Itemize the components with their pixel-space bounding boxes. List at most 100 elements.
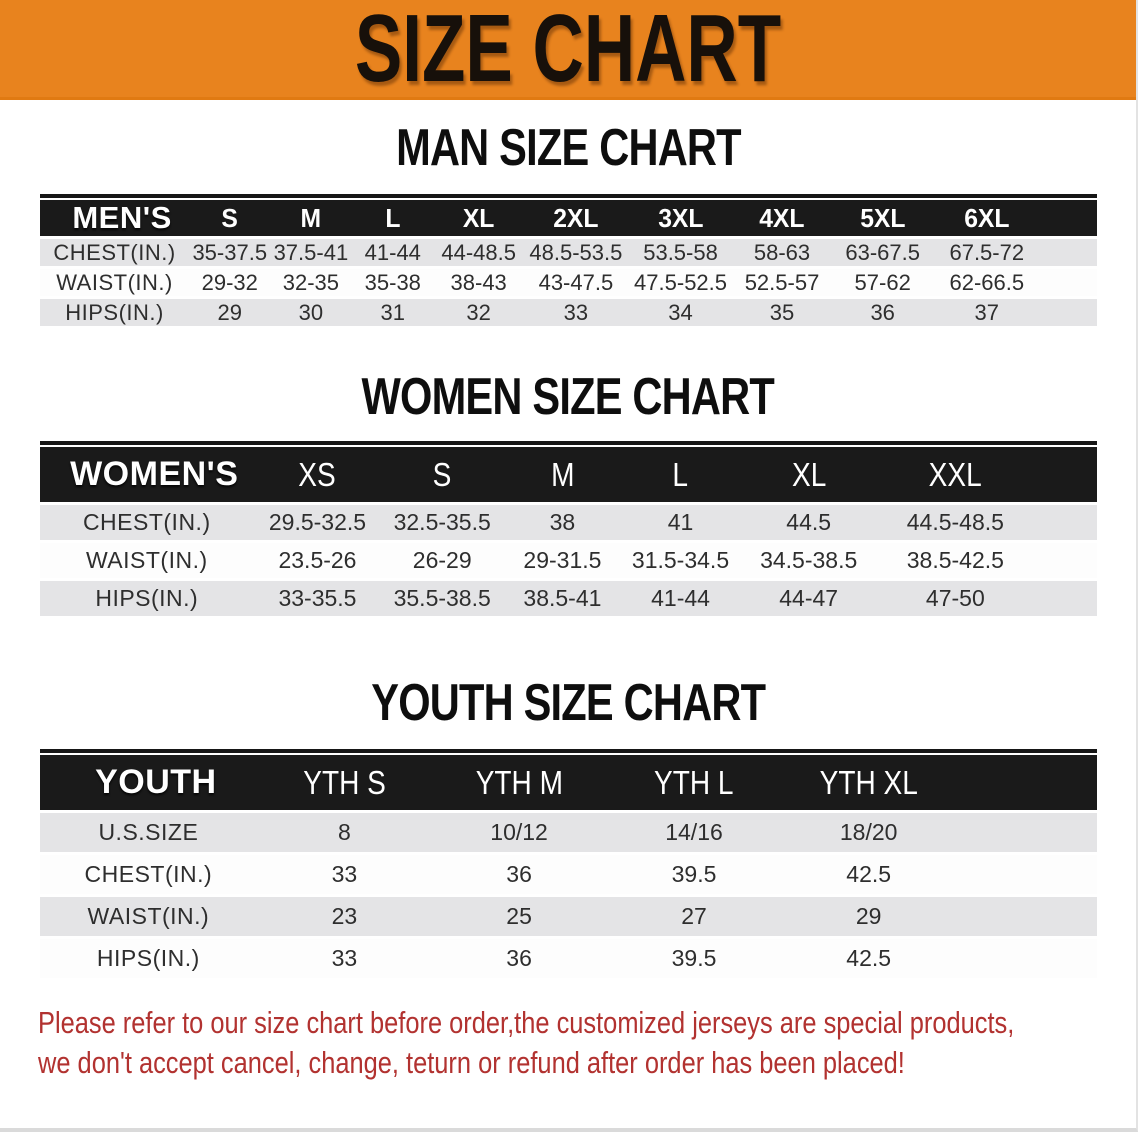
size-label: YTH L — [654, 763, 734, 801]
women-heading-text: WOMEN SIZE CHART — [361, 368, 775, 426]
disclaimer-line-1: Please refer to our size chart before or… — [38, 1005, 1015, 1040]
size-label: 5XL — [860, 202, 906, 233]
size-value: 41-44 — [351, 239, 434, 269]
size-value: 33 — [257, 939, 432, 981]
youth-size-table-wrap: YOUTH YTH S YTH M YTH L YTH XL U.S.SIZE 8 10/12… — [39, 749, 1097, 981]
column-header: 4XL — [732, 200, 832, 239]
size-value: 32 — [433, 299, 524, 329]
size-value: 30 — [269, 299, 352, 329]
size-label: 3XL — [657, 202, 704, 233]
size-value: 29-32 — [189, 269, 270, 299]
size-value: 44.5-48.5 — [877, 505, 1034, 543]
table-title-cell: MEN'S — [39, 200, 190, 239]
column-header: YTH XL — [781, 755, 956, 813]
spacer-cell — [955, 855, 1097, 897]
row-label: WAIST(IN.) — [39, 543, 255, 581]
size-value: 26-29 — [380, 543, 504, 581]
row-label: HIPS(IN.) — [39, 581, 255, 619]
size-label: 4XL — [759, 202, 805, 233]
size-label: YTH M — [475, 763, 563, 801]
size-value: 44-47 — [739, 581, 878, 619]
table-row: U.S.SIZE 8 10/12 14/16 18/20 — [39, 813, 1097, 855]
spacer-cell — [1033, 447, 1097, 505]
size-value: 33 — [523, 299, 629, 329]
table-row: HIPS(IN.) 29 30 31 32 33 34 35 36 37 — [39, 299, 1097, 329]
table-row: WAIST(IN.) 23.5-26 26-29 29-31.5 31.5-34.5 34… — [39, 543, 1097, 581]
women-size-table-wrap: WOMEN'S XS S M L XL XXL CHEST(IN.) 29.5-32.5 32.5… — [39, 441, 1097, 619]
size-value: 33-35.5 — [254, 581, 381, 619]
row-label: CHEST(IN.) — [39, 505, 255, 543]
men-size-table-wrap: MEN'S S M L XL 2XL 3XL 4XL 5XL 6XL CHEST(IN.) 35-37… — [39, 194, 1097, 329]
size-value: 31.5-34.5 — [621, 543, 740, 581]
size-value: 44-48.5 — [433, 239, 524, 269]
size-label: XL — [462, 202, 495, 233]
size-value: 62-66.5 — [934, 269, 1040, 299]
size-value: 18/20 — [781, 813, 956, 855]
table-title-text: YOUTH — [95, 763, 217, 801]
row-label: WAIST(IN.) — [39, 897, 258, 939]
size-label: XS — [298, 455, 337, 493]
size-value: 63-67.5 — [831, 239, 935, 269]
women-section-heading: WOMEN SIZE CHART — [0, 368, 1136, 426]
spacer-cell — [1039, 269, 1097, 299]
size-value: 48.5-53.5 — [523, 239, 629, 269]
size-label: XXL — [928, 455, 982, 493]
size-label: L — [672, 455, 689, 493]
table-title-text: MEN'S — [72, 200, 172, 235]
column-header: XL — [433, 200, 524, 239]
header-row: MEN'S S M L XL 2XL 3XL 4XL 5XL 6XL — [39, 200, 1097, 239]
row-label: CHEST(IN.) — [39, 855, 258, 897]
header-row: YOUTH YTH S YTH M YTH L YTH XL — [39, 755, 1097, 813]
size-value: 53.5-58 — [628, 239, 733, 269]
size-value: 38.5-41 — [503, 581, 622, 619]
size-label: YTH S — [303, 763, 386, 801]
row-label: HIPS(IN.) — [39, 939, 258, 981]
size-value: 37.5-41 — [269, 239, 352, 269]
size-value: 57-62 — [831, 269, 935, 299]
size-value: 35.5-38.5 — [380, 581, 504, 619]
spacer-cell — [955, 755, 1097, 813]
column-header: 6XL — [934, 200, 1040, 239]
size-label: S — [432, 455, 452, 493]
column-header: YTH M — [431, 755, 607, 813]
size-value: 36 — [431, 939, 607, 981]
column-header: M — [269, 200, 352, 239]
size-value: 34.5-38.5 — [739, 543, 878, 581]
size-value: 32.5-35.5 — [380, 505, 504, 543]
column-header: 3XL — [628, 200, 733, 239]
spacer-cell — [955, 939, 1097, 981]
size-chart-banner: SIZE CHART — [0, 0, 1136, 100]
size-value: 29-31.5 — [503, 543, 622, 581]
size-value: 32-35 — [269, 269, 352, 299]
size-value: 38 — [503, 505, 622, 543]
column-header: XL — [739, 447, 878, 505]
row-label: WAIST(IN.) — [39, 269, 190, 299]
size-value: 25 — [431, 897, 607, 939]
spacer-cell — [1039, 200, 1097, 239]
size-value: 29.5-32.5 — [254, 505, 381, 543]
size-value: 39.5 — [606, 855, 782, 897]
size-value: 10/12 — [431, 813, 607, 855]
column-header: XS — [254, 447, 381, 505]
table-row: CHEST(IN.) 33 36 39.5 42.5 — [39, 855, 1097, 897]
row-label: U.S.SIZE — [39, 813, 258, 855]
size-value: 43-47.5 — [523, 269, 629, 299]
size-label: XL — [791, 455, 826, 493]
size-value: 47-50 — [877, 581, 1034, 619]
spacer-cell — [1033, 505, 1097, 543]
column-header: S — [380, 447, 504, 505]
size-value: 39.5 — [606, 939, 782, 981]
size-value: 47.5-52.5 — [628, 269, 733, 299]
table-title-cell: YOUTH — [39, 755, 258, 813]
size-label: M — [550, 455, 575, 493]
spacer-cell — [1033, 581, 1097, 619]
spacer-cell — [1039, 299, 1097, 329]
size-value: 35 — [732, 299, 832, 329]
size-value: 35-37.5 — [189, 239, 270, 269]
column-header: YTH L — [606, 755, 782, 813]
column-header: L — [351, 200, 434, 239]
table-title-cell: WOMEN'S — [39, 447, 255, 505]
spacer-cell — [1033, 543, 1097, 581]
size-value: 38-43 — [433, 269, 524, 299]
